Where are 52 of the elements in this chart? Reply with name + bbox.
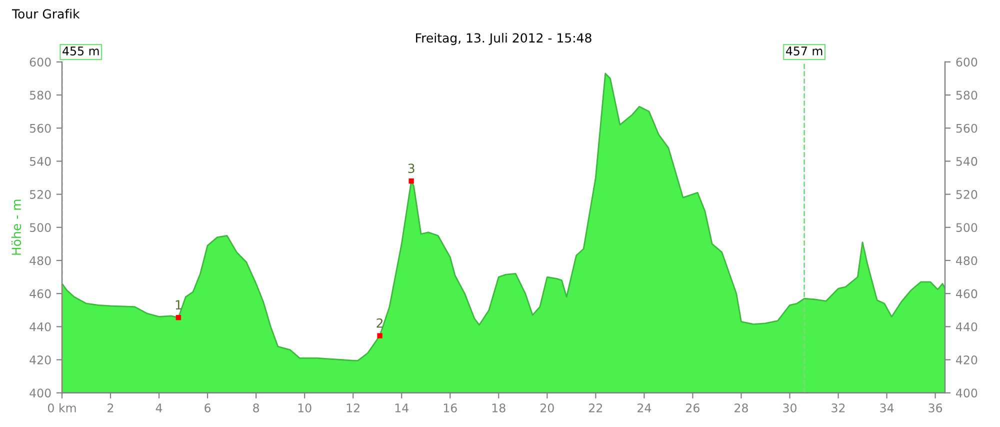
y-tick-label: 580: [30, 90, 51, 100]
x-tick-label: 6: [204, 403, 211, 412]
y2-tick-label: 460: [956, 289, 978, 298]
y2-tick-label: 560: [956, 124, 978, 133]
point: [377, 333, 382, 338]
ref-line-label: 457 m: [786, 46, 822, 56]
text: Tour Grafik: [12, 8, 80, 19]
x-tick-label: 20: [540, 403, 554, 412]
y-tick-label: 500: [30, 223, 51, 232]
x-tick-label: 24: [638, 403, 652, 412]
y-tick-label: 420: [30, 355, 51, 364]
point: [176, 314, 182, 320]
y-tick-label: 400: [30, 388, 51, 398]
y-tick-label: 540: [30, 156, 51, 166]
x-tick-label: 30: [783, 403, 796, 412]
x-tick-label: 8: [253, 403, 260, 412]
x-tick-label: 22: [589, 403, 602, 412]
y2-tick-label: 440: [956, 322, 978, 332]
y2-tick-label: 500: [956, 223, 978, 232]
ref-line-label: 455 m: [62, 46, 99, 56]
x-tick-label: 14: [395, 404, 408, 412]
y-tick-label: 520: [30, 190, 51, 199]
x-tick-label: 18: [492, 403, 506, 412]
x-tick-label: 12: [346, 403, 360, 412]
annotation: 2: [376, 318, 383, 328]
y-tick-label: 440: [30, 322, 51, 332]
y2-tick-label: 400: [956, 388, 978, 398]
chart-title: Freitag, 13. Juli 2012 - 15:48: [416, 32, 592, 46]
annotation: 1: [176, 300, 182, 310]
x-tick-label: 4: [156, 404, 162, 412]
y-tick-label: 560: [30, 124, 51, 133]
x-tick-label: 2: [108, 403, 114, 412]
annotation: 3: [408, 164, 414, 174]
x-tick-label: 36: [928, 403, 942, 412]
x-tick-label: 26: [686, 403, 700, 412]
x-tick-label: 34: [880, 403, 894, 412]
point: [408, 178, 414, 184]
y2-tick-label: 480: [956, 256, 978, 266]
x-tick-label: 0 km: [48, 403, 76, 412]
y2-tick-label: 540: [956, 156, 978, 166]
x-tick-label: 28: [734, 403, 748, 412]
x-tick-label: 10: [298, 403, 312, 412]
x-tick-label: 16: [444, 403, 457, 412]
y2-tick-label: 580: [956, 90, 978, 100]
y-axis-title: Höhe - m: [11, 200, 22, 255]
y2-tick-label: 420: [956, 355, 978, 364]
y2-tick-label: 520: [956, 190, 978, 199]
y-tick-label: 600: [30, 58, 51, 67]
y-tick-label: 460: [30, 289, 51, 298]
x-tick-label: 32: [832, 403, 845, 412]
y2-tick-label: 600: [956, 58, 978, 67]
y-tick-label: 480: [30, 256, 51, 266]
